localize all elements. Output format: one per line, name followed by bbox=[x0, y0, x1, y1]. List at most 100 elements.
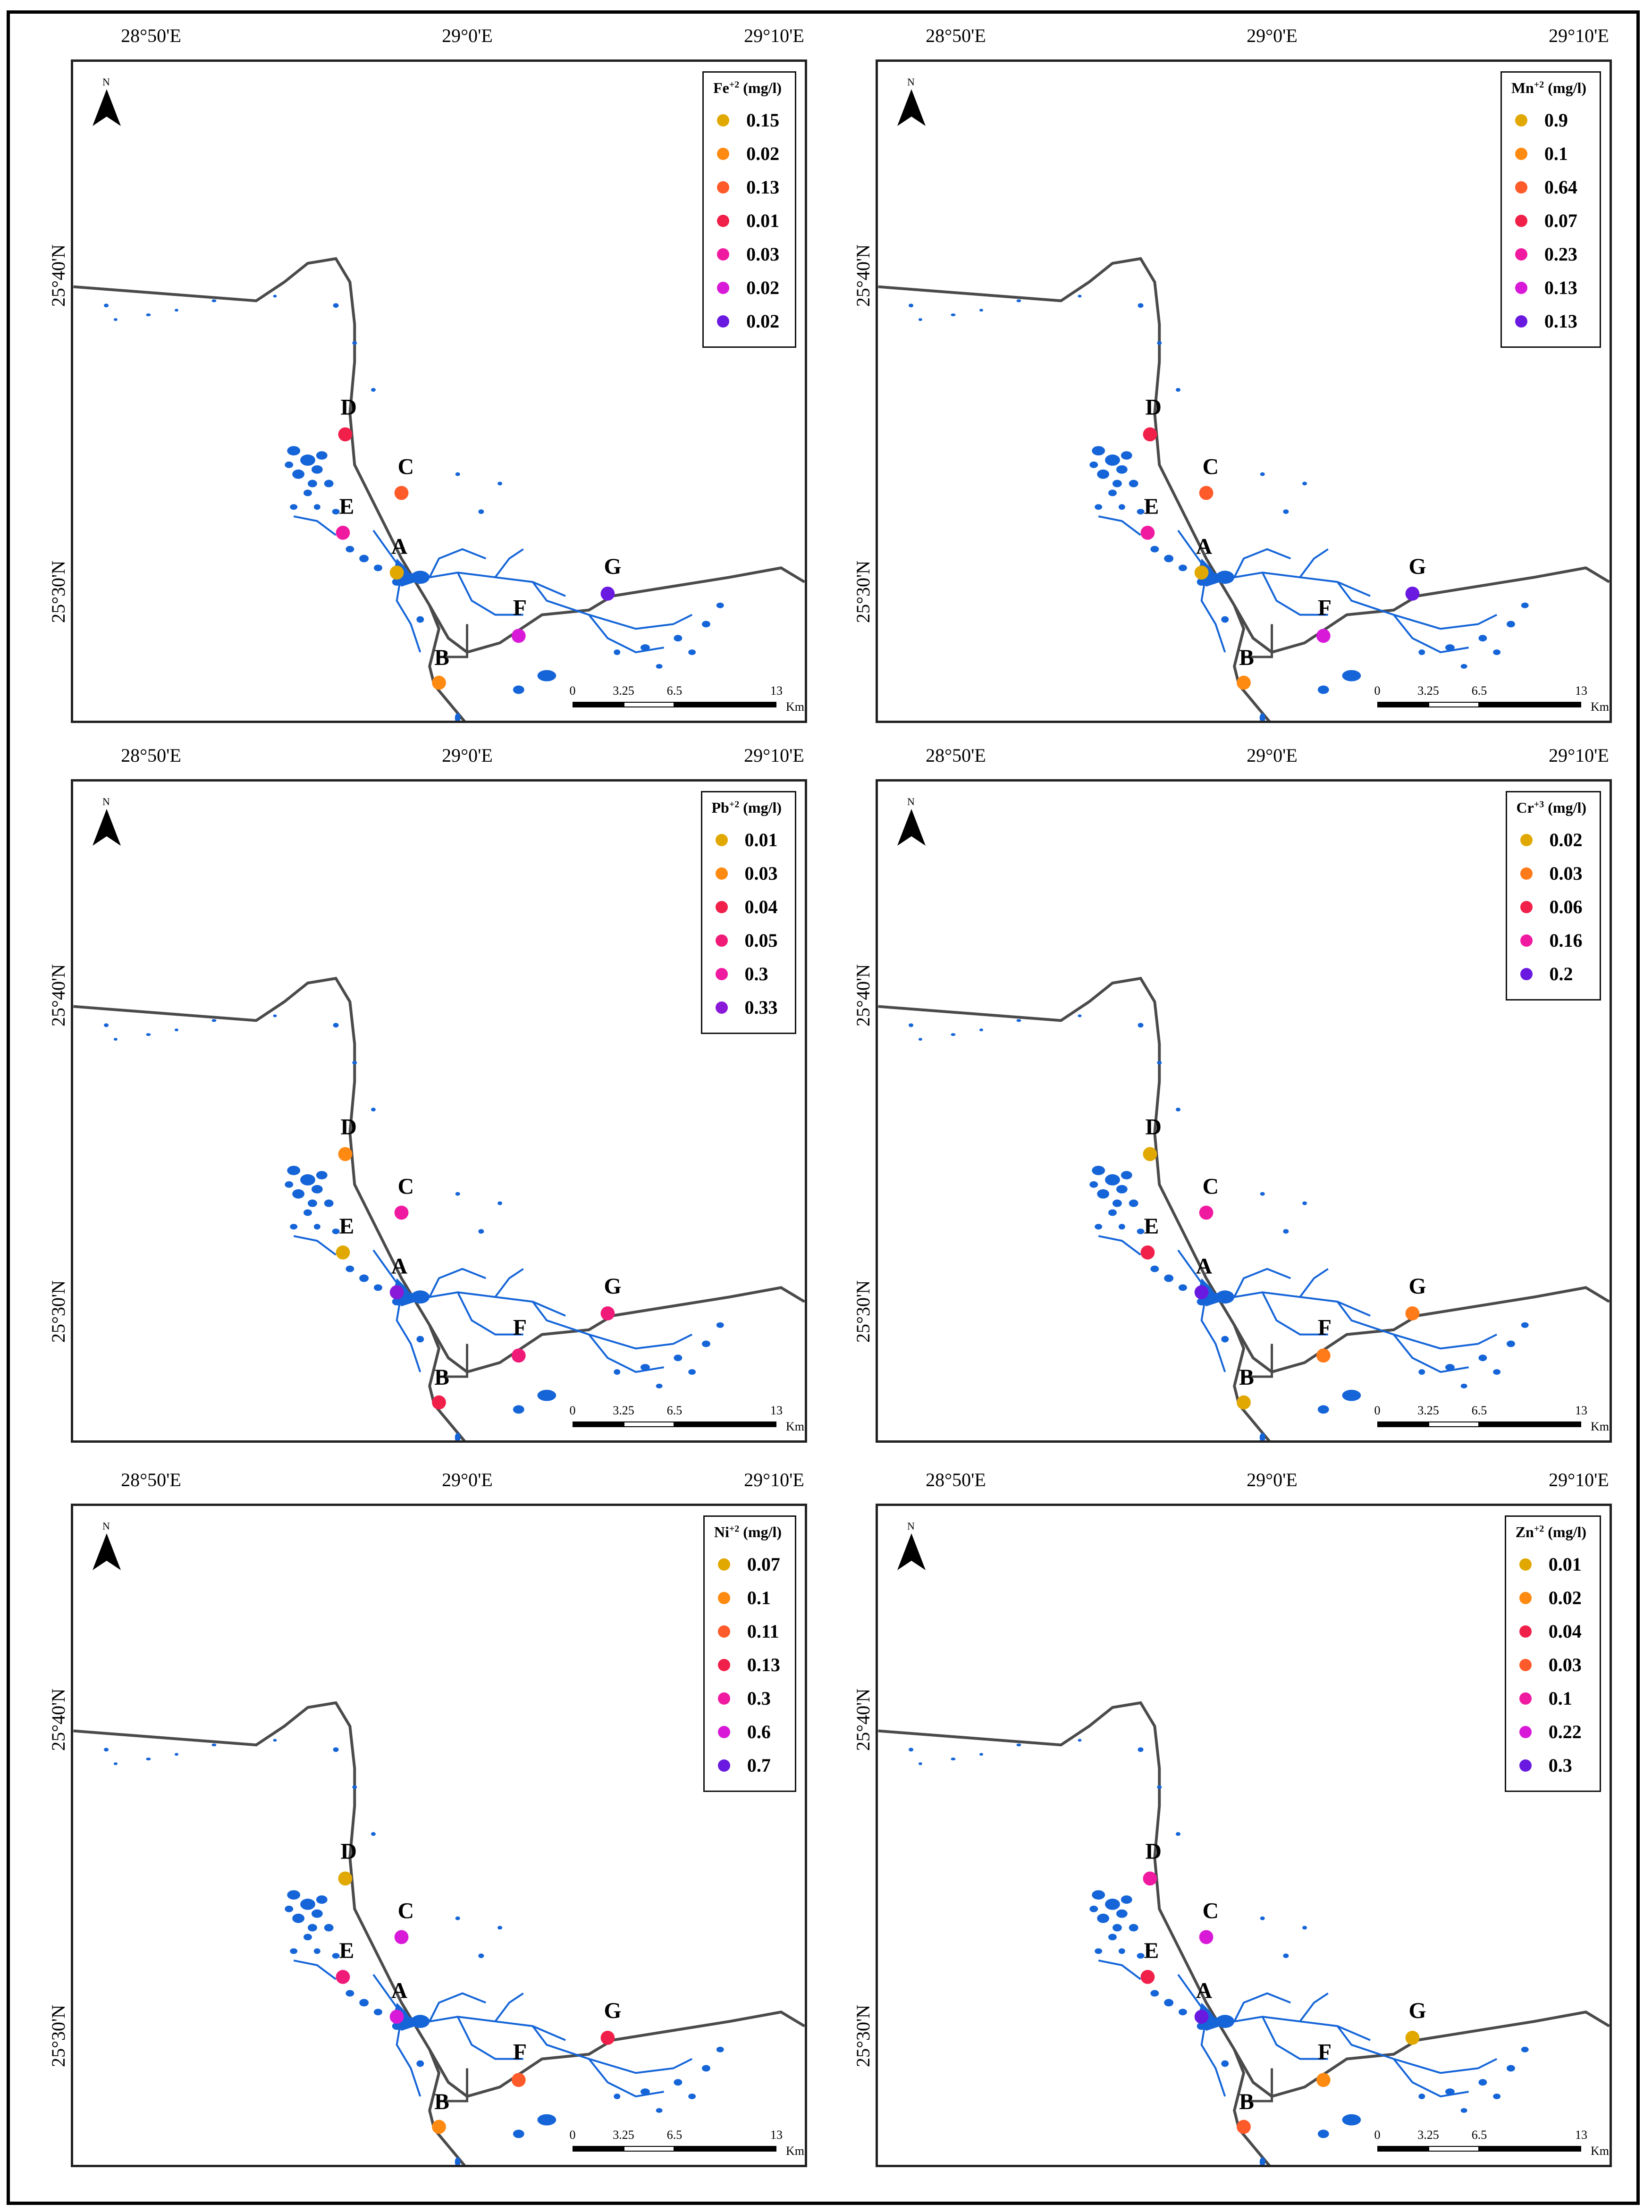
legend-dot bbox=[1519, 1625, 1532, 1638]
legend-dot bbox=[1519, 1725, 1532, 1738]
site-label-c: C bbox=[1203, 1899, 1219, 1924]
site-label-d: D bbox=[1145, 395, 1161, 420]
legend-dot bbox=[1515, 214, 1527, 227]
legend-item: 0.03 bbox=[1516, 1648, 1586, 1682]
sampling-site-a bbox=[1194, 1285, 1209, 1300]
pond bbox=[918, 1762, 922, 1766]
pond bbox=[1418, 1369, 1425, 1375]
sampling-site-f bbox=[511, 2073, 526, 2087]
legend-dot bbox=[1520, 833, 1533, 846]
pond bbox=[702, 2065, 710, 2072]
legend-item: 0.02 bbox=[713, 304, 782, 338]
latitude-label: 25°30'N bbox=[48, 2004, 69, 2067]
legend-item: 0.01 bbox=[1516, 1548, 1586, 1581]
pond bbox=[1118, 504, 1125, 510]
sampling-site-a bbox=[389, 2010, 404, 2024]
north-arrow: N bbox=[892, 1520, 930, 1577]
scale-bar: 0 3.25 6.5 13 Km bbox=[1373, 684, 1610, 717]
pond bbox=[290, 504, 298, 510]
canal bbox=[1336, 1301, 1498, 1350]
pond bbox=[324, 1199, 334, 1207]
pond bbox=[1342, 670, 1361, 681]
latitude-label: 25°40'N bbox=[48, 1688, 69, 1751]
legend-dot bbox=[715, 1001, 728, 1014]
scale-segment bbox=[674, 1421, 776, 1427]
road-south bbox=[1233, 2049, 1271, 2165]
legend-dot bbox=[717, 1591, 730, 1604]
pond bbox=[1259, 2157, 1265, 2165]
pond bbox=[352, 1060, 357, 1065]
map-canvas: A B C D E F G bbox=[73, 976, 805, 1440]
pond bbox=[909, 1748, 914, 1752]
latitude-label: 25°40'N bbox=[48, 964, 69, 1026]
longitude-label: 29°0'E bbox=[442, 25, 493, 46]
pond bbox=[1507, 2065, 1515, 2072]
legend-title: Cr+3 (mg/l) bbox=[1516, 799, 1586, 816]
legend-dot bbox=[717, 1558, 730, 1571]
legend-value: 0.3 bbox=[747, 1688, 771, 1709]
legend-dot bbox=[1520, 900, 1533, 913]
pond bbox=[497, 1201, 503, 1205]
canal bbox=[456, 2016, 523, 2060]
scale-tick-label: 0 bbox=[1374, 2128, 1381, 2142]
road-south bbox=[1233, 1324, 1271, 1440]
pond bbox=[497, 481, 503, 486]
scale-tick-label: 13 bbox=[770, 1404, 783, 1417]
legend-value: 0.1 bbox=[1548, 1688, 1572, 1709]
pond bbox=[1164, 1999, 1174, 2007]
legend-value: 0.33 bbox=[744, 997, 778, 1018]
scale-tick-label: 6.5 bbox=[666, 1404, 683, 1417]
pond bbox=[1521, 602, 1529, 608]
site-label-a: A bbox=[1196, 535, 1213, 559]
legend-value: 0.02 bbox=[1549, 829, 1583, 850]
pond bbox=[1121, 1895, 1132, 1904]
pond bbox=[716, 2046, 724, 2052]
highway bbox=[73, 976, 805, 1374]
pond bbox=[316, 1171, 328, 1179]
pond bbox=[371, 1832, 376, 1836]
sampling-site-g bbox=[1405, 2031, 1420, 2045]
pond bbox=[290, 1948, 298, 1954]
legend-item: 0.03 bbox=[713, 237, 782, 271]
legend-dot bbox=[1520, 934, 1533, 947]
pond bbox=[307, 1924, 317, 1932]
pond bbox=[951, 313, 956, 317]
site-label-c: C bbox=[398, 1899, 414, 1924]
legend-item: 0.07 bbox=[714, 1548, 782, 1581]
pond bbox=[1221, 616, 1229, 623]
pond bbox=[614, 2094, 621, 2099]
pond bbox=[1097, 1189, 1110, 1199]
pond bbox=[211, 1743, 217, 1747]
pond bbox=[411, 1290, 430, 1304]
legend-dot bbox=[1515, 147, 1527, 160]
pond bbox=[352, 341, 357, 345]
canal bbox=[1233, 1992, 1291, 2022]
canal bbox=[1177, 1974, 1203, 2008]
legend-value: 0.02 bbox=[1548, 1587, 1582, 1608]
legend-dot bbox=[717, 315, 730, 328]
pond bbox=[300, 454, 315, 466]
pond bbox=[674, 1354, 683, 1362]
pond bbox=[1507, 621, 1515, 628]
sampling-site-b bbox=[1237, 2119, 1251, 2134]
pond bbox=[175, 309, 178, 312]
pond bbox=[640, 2088, 650, 2095]
canal bbox=[293, 1960, 337, 1980]
canal bbox=[1299, 1992, 1329, 2022]
north-arrow: N bbox=[87, 1520, 125, 1577]
legend-item: 0.3 bbox=[714, 1682, 782, 1715]
longitude-label: 29°10'E bbox=[744, 25, 804, 46]
legend-value: 0.13 bbox=[1544, 277, 1577, 298]
scale-segment bbox=[573, 2146, 624, 2152]
map-panel-pb: 28°50'E 29°0'E 29°10'E 25°40'N 25°30'N A B C D E F… bbox=[19, 734, 821, 1461]
legend-dot bbox=[715, 967, 728, 980]
canal bbox=[588, 2058, 664, 2098]
legend-value: 0.03 bbox=[1548, 1654, 1582, 1675]
canal bbox=[1098, 1960, 1141, 1980]
sampling-site-g bbox=[600, 587, 615, 601]
pond bbox=[311, 1185, 323, 1194]
legend-value: 0.2 bbox=[1549, 963, 1573, 984]
legend-value: 0.02 bbox=[746, 277, 780, 298]
pond bbox=[1121, 1171, 1132, 1179]
legend-item: 0.01 bbox=[712, 823, 782, 857]
